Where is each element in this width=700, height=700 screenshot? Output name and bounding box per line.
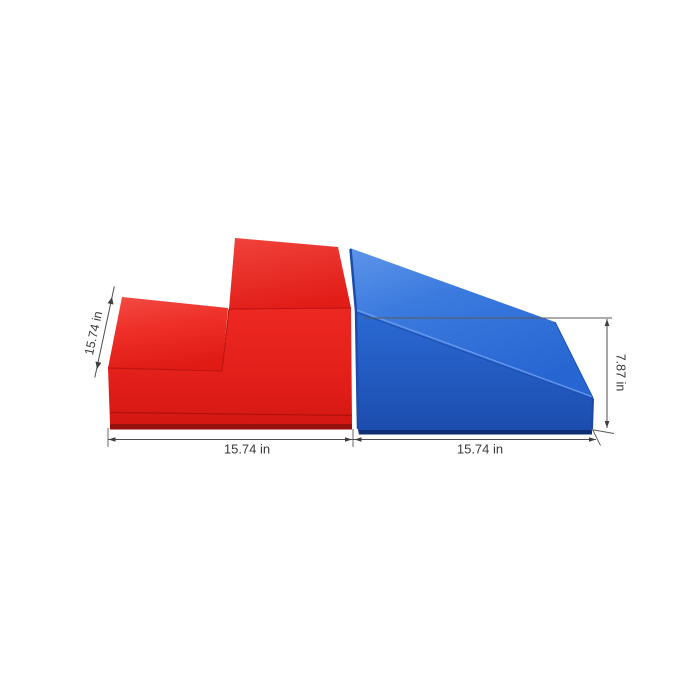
- ramp-height-ext-bottom: [590, 429, 615, 434]
- step-width-arrow-right: [345, 437, 352, 442]
- ramp-height-arrow-bottom: [604, 421, 610, 428]
- step-width-label: 15.74 in: [224, 442, 270, 457]
- blue-ramp-ridge-highlight: [356, 309, 593, 397]
- red-block-front-face: [108, 308, 352, 424]
- ramp-height-label: 7.87 in: [614, 354, 628, 392]
- step-depth-label: 15.74 in: [82, 310, 105, 357]
- red-block-seam-line: [109, 411, 353, 417]
- blue-ramp-top-surface: [350, 248, 593, 398]
- blue-ramp-ridge-edge: [355, 311, 593, 400]
- blue-ramp-front-face: [356, 311, 593, 430]
- ramp-width-label: 15.74 in: [457, 442, 503, 457]
- red-step-riser-edge: [221, 308, 230, 372]
- blue-ramp-back-right-edge: [554, 321, 594, 399]
- ramp-width-arrow-right: [589, 437, 596, 442]
- blue-ramp-right-edge: [591, 398, 594, 430]
- dimension-ramp-height: 7.87 in: [364, 317, 628, 434]
- red-block-upper-top-surface: [229, 238, 351, 309]
- blue-ramp-bottom-seam: [358, 430, 592, 435]
- blue-ramp-block: [349, 248, 594, 435]
- dimension-step-width: 15.74 in: [107, 428, 354, 457]
- red-lower-top-front-edge: [107, 367, 223, 372]
- blue-ramp-left-edge: [349, 248, 360, 430]
- red-upper-top-front-edge: [228, 307, 352, 310]
- step-depth-arrow-top: [107, 297, 114, 305]
- step-width-arrow-left: [108, 437, 116, 442]
- dimension-ramp-width: 15.74 in: [353, 429, 601, 457]
- red-step-block: [107, 238, 353, 430]
- red-block-bottom-seam: [110, 424, 352, 430]
- red-block-lower-top-surface: [108, 297, 228, 371]
- step-depth-arrow-bottom: [95, 361, 102, 369]
- ramp-width-arrow-left: [354, 437, 362, 442]
- ramp-width-ext-right: [592, 429, 601, 446]
- ramp-height-arrow-top: [604, 319, 610, 326]
